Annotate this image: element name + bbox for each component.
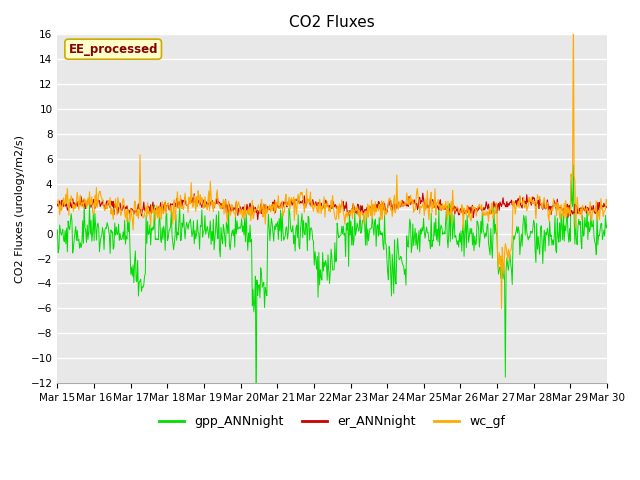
er_ANNnight — [603, 204, 611, 209]
er_ANNnight — [401, 202, 408, 207]
wc_gf — [498, 306, 506, 312]
wc_gf — [120, 198, 128, 204]
Line: wc_gf: wc_gf — [58, 15, 607, 309]
gpp_ANNnight — [205, 235, 212, 241]
Line: gpp_ANNnight: gpp_ANNnight — [58, 165, 607, 415]
gpp_ANNnight — [54, 227, 61, 233]
er_ANNnight — [417, 201, 424, 206]
er_ANNnight — [205, 201, 212, 206]
er_ANNnight — [254, 217, 262, 223]
wc_gf — [603, 201, 611, 207]
wc_gf — [205, 188, 212, 194]
wc_gf — [570, 12, 577, 18]
Y-axis label: CO2 Fluxes (urology/m2/s): CO2 Fluxes (urology/m2/s) — [15, 134, 25, 283]
er_ANNnight — [54, 202, 61, 207]
Legend: gpp_ANNnight, er_ANNnight, wc_gf: gpp_ANNnight, er_ANNnight, wc_gf — [154, 410, 510, 433]
er_ANNnight — [176, 204, 184, 210]
Line: er_ANNnight: er_ANNnight — [58, 193, 607, 220]
gpp_ANNnight — [400, 264, 408, 270]
wc_gf — [415, 196, 423, 202]
er_ANNnight — [213, 190, 221, 196]
wc_gf — [399, 204, 407, 209]
gpp_ANNnight — [603, 222, 611, 228]
gpp_ANNnight — [176, 204, 184, 209]
gpp_ANNnight — [570, 162, 577, 168]
er_ANNnight — [63, 207, 71, 213]
gpp_ANNnight — [252, 412, 260, 418]
Title: CO2 Fluxes: CO2 Fluxes — [289, 15, 375, 30]
gpp_ANNnight — [416, 249, 424, 255]
gpp_ANNnight — [120, 237, 128, 242]
er_ANNnight — [120, 204, 128, 210]
wc_gf — [63, 186, 71, 192]
Text: EE_processed: EE_processed — [68, 43, 158, 56]
wc_gf — [176, 203, 184, 208]
gpp_ANNnight — [63, 249, 71, 255]
wc_gf — [54, 200, 61, 206]
